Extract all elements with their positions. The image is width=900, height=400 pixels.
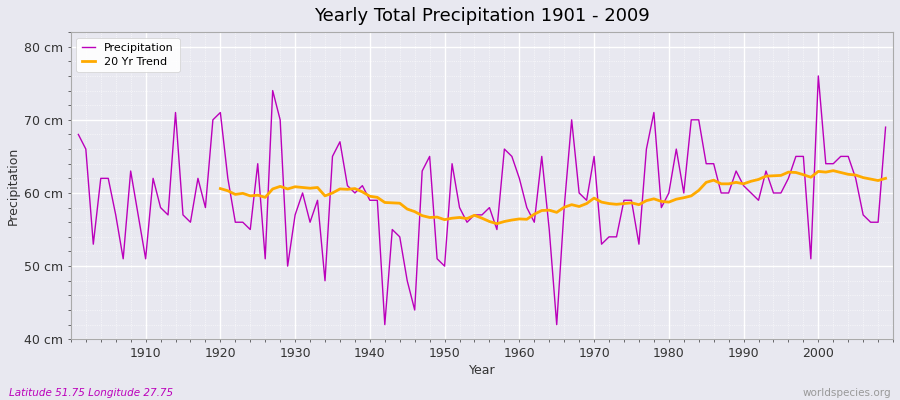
20 Yr Trend — [491, 221, 502, 226]
Precipitation — [880, 125, 891, 130]
20 Yr Trend — [790, 170, 801, 175]
Y-axis label: Precipitation: Precipitation — [7, 146, 20, 225]
20 Yr Trend — [880, 176, 891, 181]
20 Yr Trend — [215, 186, 226, 191]
20 Yr Trend — [865, 177, 876, 182]
Title: Yearly Total Precipitation 1901 - 2009: Yearly Total Precipitation 1901 - 2009 — [314, 7, 650, 25]
X-axis label: Year: Year — [469, 364, 495, 377]
Line: 20 Yr Trend: 20 Yr Trend — [220, 171, 886, 224]
20 Yr Trend — [828, 168, 839, 173]
20 Yr Trend — [417, 213, 428, 218]
Precipitation — [342, 183, 353, 188]
20 Yr Trend — [305, 186, 316, 191]
Precipitation — [132, 212, 143, 217]
Legend: Precipitation, 20 Yr Trend: Precipitation, 20 Yr Trend — [76, 38, 179, 72]
Text: Latitude 51.75 Longitude 27.75: Latitude 51.75 Longitude 27.75 — [9, 388, 173, 398]
Precipitation — [73, 132, 84, 137]
20 Yr Trend — [686, 194, 697, 198]
Precipitation — [611, 234, 622, 239]
Line: Precipitation: Precipitation — [78, 76, 886, 325]
Precipitation — [514, 176, 525, 181]
Text: worldspecies.org: worldspecies.org — [803, 388, 891, 398]
Precipitation — [813, 74, 824, 78]
Precipitation — [380, 322, 391, 327]
20 Yr Trend — [776, 173, 787, 178]
Precipitation — [521, 205, 532, 210]
Precipitation — [297, 190, 308, 195]
